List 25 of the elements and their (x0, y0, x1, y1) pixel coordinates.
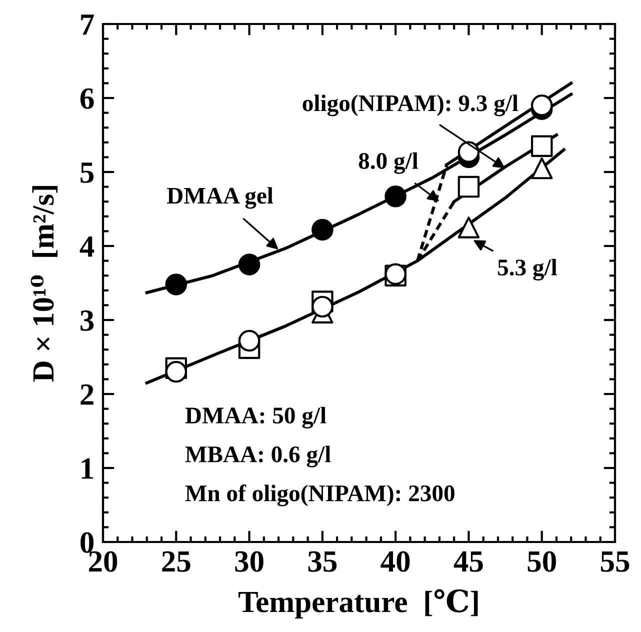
y-tick-label: 6 (80, 88, 94, 109)
annotation: Mn of oligo(NIPAM): 2300 (185, 484, 454, 506)
annotation: MBAA: 0.6 g/l (185, 446, 331, 468)
y-tick-label: 3 (80, 310, 94, 331)
x-tick-label: 40 (380, 551, 410, 572)
annotation: DMAA gel (167, 187, 274, 209)
x-tick-label: 30 (235, 551, 264, 572)
x-tick-label: 25 (162, 551, 190, 572)
x-tick-label: 55 (600, 552, 630, 572)
x-tick-label: 45 (454, 551, 483, 572)
y-tick-label: 5 (80, 162, 94, 183)
annotation: 5.3 g/l (498, 258, 557, 280)
x-axis-title: Temperature [℃] (238, 589, 478, 619)
y-tick-label: 4 (80, 236, 94, 257)
y-tick-label: 7 (81, 14, 94, 35)
annotation: DMAA: 50 g/l (185, 406, 326, 428)
annotation: oligo(NIPAM): 9.3 g/l (302, 94, 518, 116)
x-tick-label: 50 (528, 551, 556, 572)
y-tick-label: 1 (82, 458, 94, 479)
x-tick-label: 20 (89, 551, 118, 572)
annotation: 8.0 g/l (358, 152, 418, 174)
y-tick-label: 0 (80, 532, 94, 553)
y-tick-label: 2 (80, 384, 94, 405)
y-axis-title: D × 10¹⁰ [m²/s] (30, 186, 58, 382)
x-tick-label: 35 (308, 551, 337, 572)
